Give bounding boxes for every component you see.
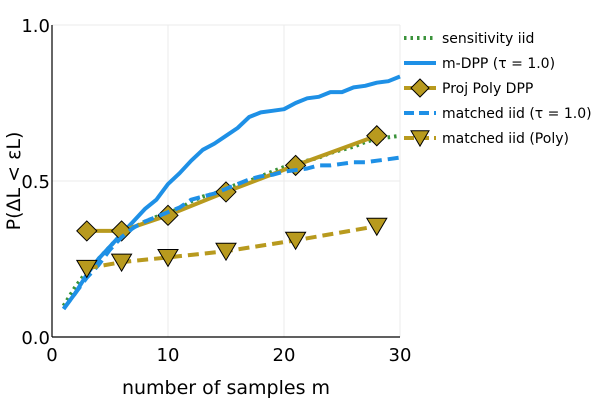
marker-proj-poly-dpp-2: [157, 204, 179, 227]
axes: [51, 25, 400, 338]
legend-label-matched-iid-poly: matched iid (Poly): [442, 131, 569, 147]
series-proj-poly-dpp: [76, 125, 388, 242]
grid: [52, 24, 401, 337]
marker-matched-iid-poly-0: [75, 259, 98, 279]
marker-proj-poly-dpp-1: [110, 220, 133, 242]
marker-proj-poly-dpp-5: [366, 125, 388, 147]
x-axis-label: number of samples m: [122, 377, 330, 399]
y-tick-label-2: 1.0: [21, 16, 50, 37]
legend-label-matched-iid-1-0: matched iid (τ = 1.0): [442, 106, 592, 122]
marker-matched-iid-poly-2: [157, 248, 179, 268]
series-matched-iid-1-0: [61, 155, 401, 311]
marker-matched-iid-poly-1: [110, 253, 133, 273]
legend-item-m-dpp-1-0: m-DPP (τ = 1.0): [404, 56, 555, 72]
series-layer: [61, 74, 401, 311]
marker-matched-iid-poly-4: [284, 231, 307, 251]
legend-item-sensitivity-iid: sensitivity iid: [404, 31, 534, 47]
marker-proj-poly-dpp-0: [76, 220, 98, 242]
marker-matched-iid-poly-3: [215, 242, 237, 262]
legend-item-matched-iid-poly: matched iid (Poly): [404, 130, 569, 148]
y-tick-label-0: 0.0: [21, 328, 50, 349]
y-tick-label-1: 0.5: [21, 172, 50, 193]
y-tick-labels: 0.0 0.5 1.0: [21, 16, 50, 349]
x-tick-label-2: 20: [273, 345, 296, 366]
marker-matched-iid-poly-5: [365, 217, 388, 237]
series-matched-iid-poly: [75, 217, 388, 279]
legend-label-m-dpp-1-0: m-DPP (τ = 1.0): [442, 56, 555, 72]
series-line-sensitivity-iid: [61, 133, 401, 307]
y-axis-label: P(ΔL < εL): [3, 132, 25, 231]
legend-item-proj-poly-dpp: Proj Poly DPP: [404, 78, 533, 98]
series-line-matched-iid-poly: [86, 224, 378, 271]
legend-label-sensitivity-iid: sensitivity iid: [442, 31, 534, 47]
x-tick-label-0: 0: [46, 345, 57, 366]
legend-label-proj-poly-dpp: Proj Poly DPP: [442, 81, 533, 97]
x-tick-label-3: 30: [389, 345, 412, 366]
legend-item-matched-iid-1-0: matched iid (τ = 1.0): [404, 106, 592, 122]
legend-marker-matched-iid-poly: [410, 130, 430, 148]
series-line-matched-iid-1-0: [61, 155, 401, 311]
x-tick-labels: 0 10 20 30: [46, 345, 411, 366]
legend: sensitivity iid m-DPP (τ = 1.0) Proj Poly …: [404, 31, 592, 148]
series-line-proj-poly-dpp: [86, 133, 378, 233]
x-tick-label-1: 10: [157, 345, 180, 366]
series-sensitivity-iid: [61, 133, 401, 307]
legend-marker-proj-poly-dpp: [410, 78, 430, 98]
